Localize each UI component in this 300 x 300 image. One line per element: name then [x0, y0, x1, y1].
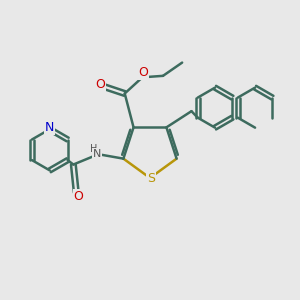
- Text: O: O: [74, 190, 84, 202]
- Text: O: O: [138, 65, 148, 79]
- Text: N: N: [45, 121, 55, 134]
- Text: O: O: [95, 78, 105, 91]
- Text: H: H: [90, 144, 98, 154]
- Text: S: S: [148, 172, 155, 185]
- Text: N: N: [93, 149, 101, 159]
